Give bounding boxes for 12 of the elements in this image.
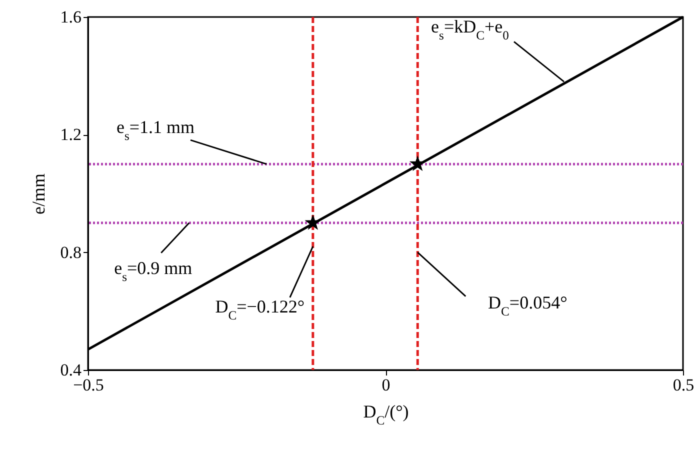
y-tick-label: 1.6: [60, 8, 82, 26]
y-axis-title: e/mm: [28, 174, 48, 214]
annotation: D$_{C}$=0.054°: [488, 292, 568, 318]
annotation: e$_{s}$=kD$_{C}$+e$_{0}$: [431, 16, 509, 43]
x-tick-label: 0: [382, 376, 390, 394]
annotation: D$_{C}$=−0.122°: [215, 296, 305, 322]
x-axis-title: D$_{C}$/(°): [363, 402, 409, 428]
y-tick-label: 0.8: [60, 242, 82, 262]
annotation: e$_{s}$=0.9 mm: [114, 258, 192, 284]
x-tick-label: 0.5: [672, 376, 694, 394]
annotation: e$_{s}$=1.1 mm: [116, 117, 195, 144]
y-tick-label: 1.2: [60, 125, 82, 144]
